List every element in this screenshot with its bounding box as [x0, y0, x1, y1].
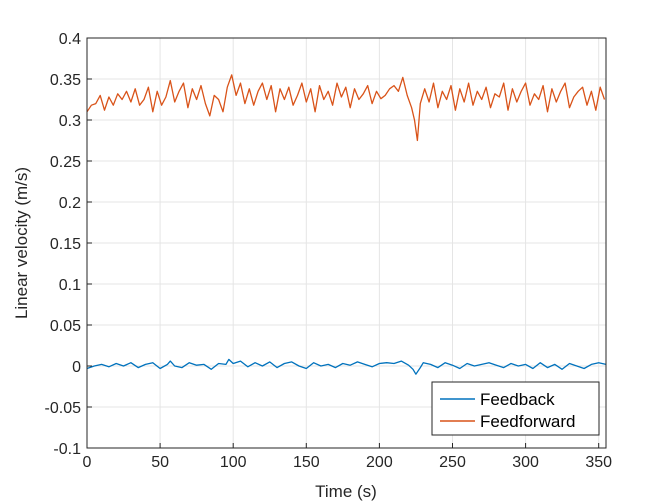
legend-label-feedforward: Feedforward	[480, 412, 575, 431]
y-tick-label: 0.15	[50, 236, 81, 253]
y-tick-label: 0.1	[59, 277, 81, 294]
y-tick-label: 0.2	[59, 195, 81, 212]
series-line-feedforward	[86, 74, 606, 142]
x-tick-label: 0	[83, 454, 92, 471]
x-tick-label: 100	[220, 454, 247, 471]
x-tick-label: 150	[293, 454, 320, 471]
y-tick-label: 0.35	[50, 72, 81, 89]
y-tick-label: 0	[72, 359, 81, 376]
x-tick-label: 300	[512, 454, 539, 471]
series-layer	[86, 74, 607, 375]
series-line-feedback	[86, 358, 607, 375]
y-axis-title: Linear velocity (m/s)	[12, 167, 31, 319]
x-axis-title: Time (s)	[315, 482, 377, 501]
tick-layer: 0 50 100 150 200 250 300 350 -0.1 -0.05 0 0.05 0.1 0.…	[45, 31, 613, 471]
y-tick-label: -0.1	[53, 441, 81, 458]
x-tick-label: 250	[439, 454, 466, 471]
legend-label-feedback: Feedback	[480, 390, 555, 409]
x-tick-label: 350	[585, 454, 612, 471]
y-tick-label: 0.05	[50, 318, 81, 335]
x-tick-label: 50	[151, 454, 169, 471]
y-tick-label: -0.05	[45, 400, 82, 417]
y-tick-label: 0.4	[59, 31, 81, 48]
y-tick-label: 0.3	[59, 113, 81, 130]
y-tick-label: 0.25	[50, 154, 81, 171]
x-tick-label: 200	[366, 454, 393, 471]
legend: Feedback Feedforward	[431, 381, 600, 436]
legend-box	[431, 381, 600, 436]
